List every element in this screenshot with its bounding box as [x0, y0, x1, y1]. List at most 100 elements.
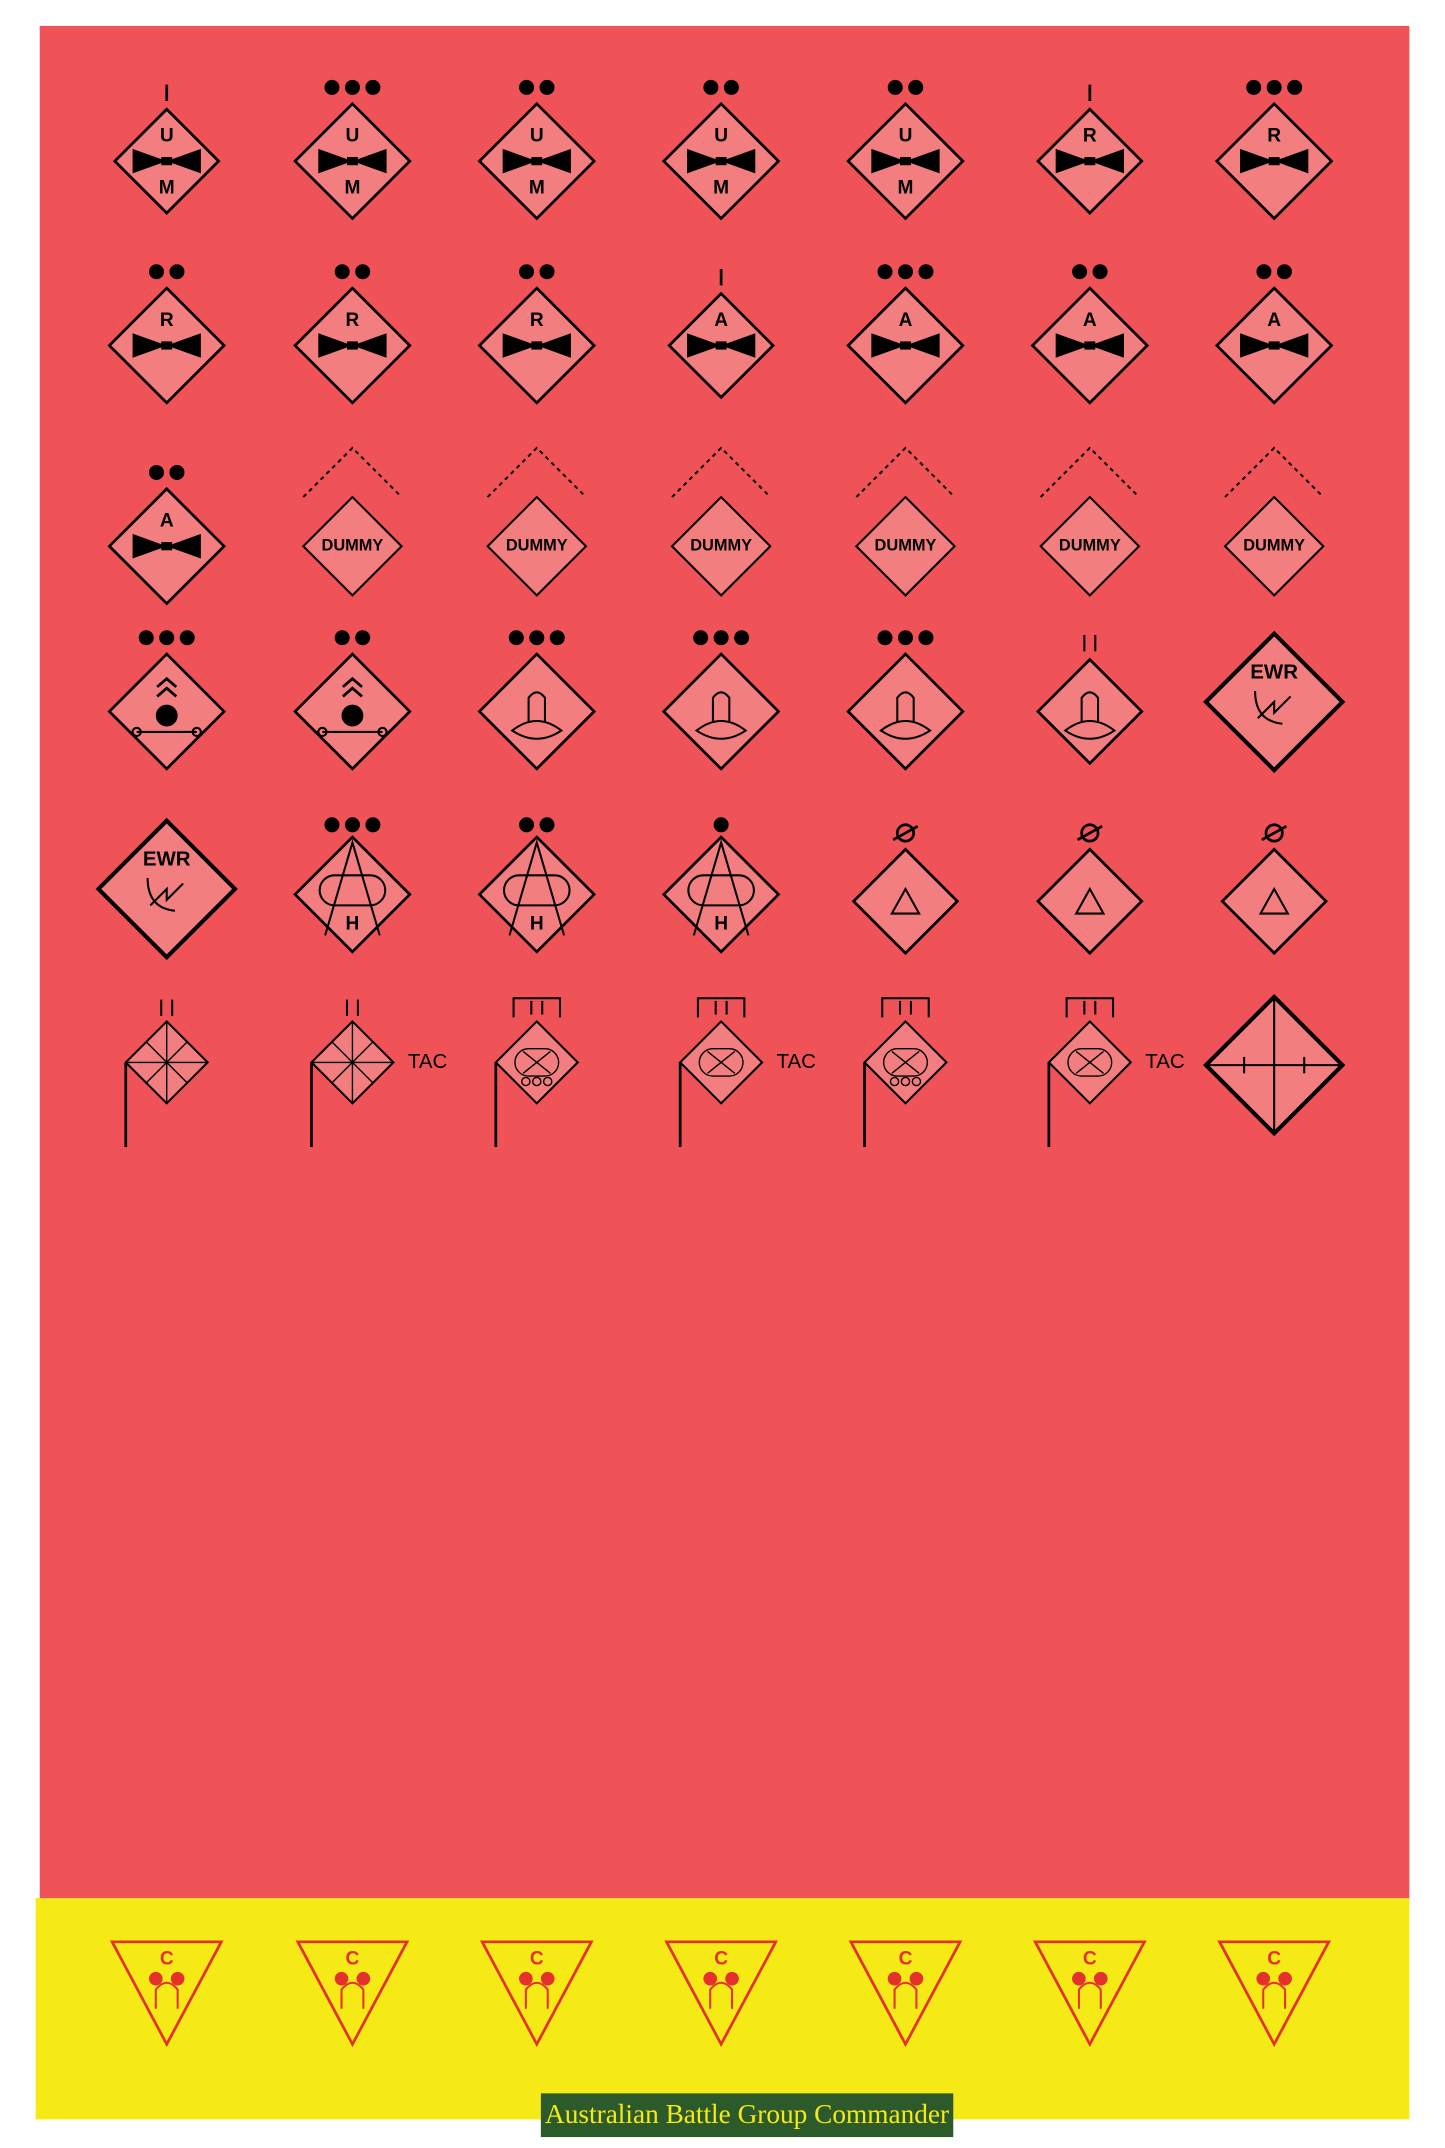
bowtie — [1055, 148, 1090, 174]
marker-triangle — [109, 1940, 224, 2048]
heli-rotor — [502, 874, 571, 907]
marker-arch — [1262, 1981, 1287, 2009]
hq-wheel — [889, 1076, 900, 1087]
tri-ring — [1264, 823, 1284, 843]
bowtie-center — [161, 542, 173, 551]
counter-label: A — [160, 511, 174, 532]
marker-ball — [519, 1971, 533, 1986]
marker-label: C — [160, 1949, 174, 1970]
size-dot — [519, 817, 535, 833]
marker-triangle — [848, 1940, 963, 2048]
dummy-chevron — [1039, 446, 1140, 498]
marker-arch — [524, 1981, 549, 2009]
counter-label: A — [714, 310, 728, 331]
size-dot — [918, 264, 934, 280]
marker-triangle — [295, 1940, 410, 2048]
bowtie-center — [346, 341, 358, 350]
size-dot — [355, 264, 371, 280]
counter-label: EWR — [143, 848, 191, 871]
marker-ball — [1072, 1971, 1086, 1986]
counter-sublabel: H — [346, 914, 360, 935]
counter-sublabel: H — [714, 914, 728, 935]
bowtie — [352, 333, 387, 358]
dummy-chevron — [671, 446, 772, 498]
size-dot — [1276, 264, 1292, 280]
tri-symbol — [1258, 886, 1290, 915]
radar-chevron — [156, 686, 178, 698]
bowtie — [166, 148, 201, 174]
counter-label: DUMMY — [1243, 537, 1305, 555]
size-bracket — [696, 997, 746, 1018]
size-bracket — [881, 997, 930, 1018]
counter-label: U — [714, 126, 728, 147]
marker-arch — [709, 1981, 734, 2009]
ada-missile — [1080, 691, 1100, 723]
marker-ball — [909, 1971, 924, 1986]
bowtie — [1055, 333, 1090, 358]
size-dot — [539, 264, 555, 280]
size-dot — [918, 630, 934, 646]
radar-chevron — [156, 676, 178, 688]
size-dot — [1092, 264, 1108, 280]
bowtie — [1274, 148, 1309, 174]
radar-chevron — [341, 676, 363, 688]
size-dot — [355, 630, 371, 646]
size-dot — [1246, 79, 1262, 95]
counter-diamond — [670, 495, 772, 597]
size-dot — [148, 264, 164, 280]
counter-label: DUMMY — [506, 537, 568, 555]
bowtie-center — [161, 157, 173, 166]
radar-wheel — [131, 726, 142, 738]
size-dot — [887, 79, 903, 95]
counter-diamond — [661, 652, 781, 771]
counter-label: A — [1083, 310, 1097, 331]
size-dot — [1287, 79, 1303, 95]
radar-wheel — [377, 726, 388, 738]
bowtie — [536, 333, 571, 358]
yellow-area — [35, 1898, 1410, 2120]
marker-label: C — [1267, 1949, 1281, 1970]
radar-dot — [341, 704, 364, 727]
counter-diamond — [477, 652, 597, 771]
counter-label: R — [1083, 126, 1097, 147]
counter-diamond — [1039, 495, 1141, 597]
size-dot — [539, 817, 555, 833]
bowtie — [686, 148, 722, 174]
tri-ring — [1080, 823, 1100, 843]
counter-label: R — [530, 310, 544, 331]
marker-ball — [148, 1971, 163, 1986]
size-dot — [148, 464, 164, 480]
size-dot — [897, 264, 913, 280]
size-dot — [179, 630, 195, 646]
marker-label: C — [714, 1949, 728, 1970]
hq-box — [514, 1048, 560, 1077]
bowtie-center — [531, 157, 543, 166]
counter-diamond — [301, 495, 404, 597]
marker-triangle — [1032, 1940, 1147, 2048]
counter-label: U — [530, 126, 544, 147]
size-dot — [334, 630, 350, 646]
marker-ball — [1093, 1971, 1108, 1986]
counter-label: A — [1267, 310, 1281, 331]
bowtie — [352, 148, 387, 174]
bowtie — [871, 333, 906, 358]
size-dot — [713, 630, 729, 646]
hq-cross — [1075, 1050, 1104, 1074]
size-dot — [713, 817, 729, 833]
counter-diamond — [486, 495, 588, 597]
tri-symbol — [1074, 886, 1106, 915]
size-dot — [877, 264, 893, 280]
heli-rotor — [687, 874, 755, 907]
marker-triangle — [1217, 1940, 1332, 2048]
dummy-chevron — [486, 446, 587, 498]
bowtie-center — [1084, 341, 1096, 350]
size-dot — [1256, 264, 1272, 280]
counter-diamond — [846, 652, 965, 771]
counter-label: EWR — [1250, 661, 1298, 684]
hq-cross — [707, 1050, 736, 1074]
bowtie — [905, 148, 940, 174]
tac-label: TAC — [1145, 1050, 1184, 1073]
bowtie-center — [1268, 157, 1280, 166]
dummy-chevron — [302, 446, 403, 498]
